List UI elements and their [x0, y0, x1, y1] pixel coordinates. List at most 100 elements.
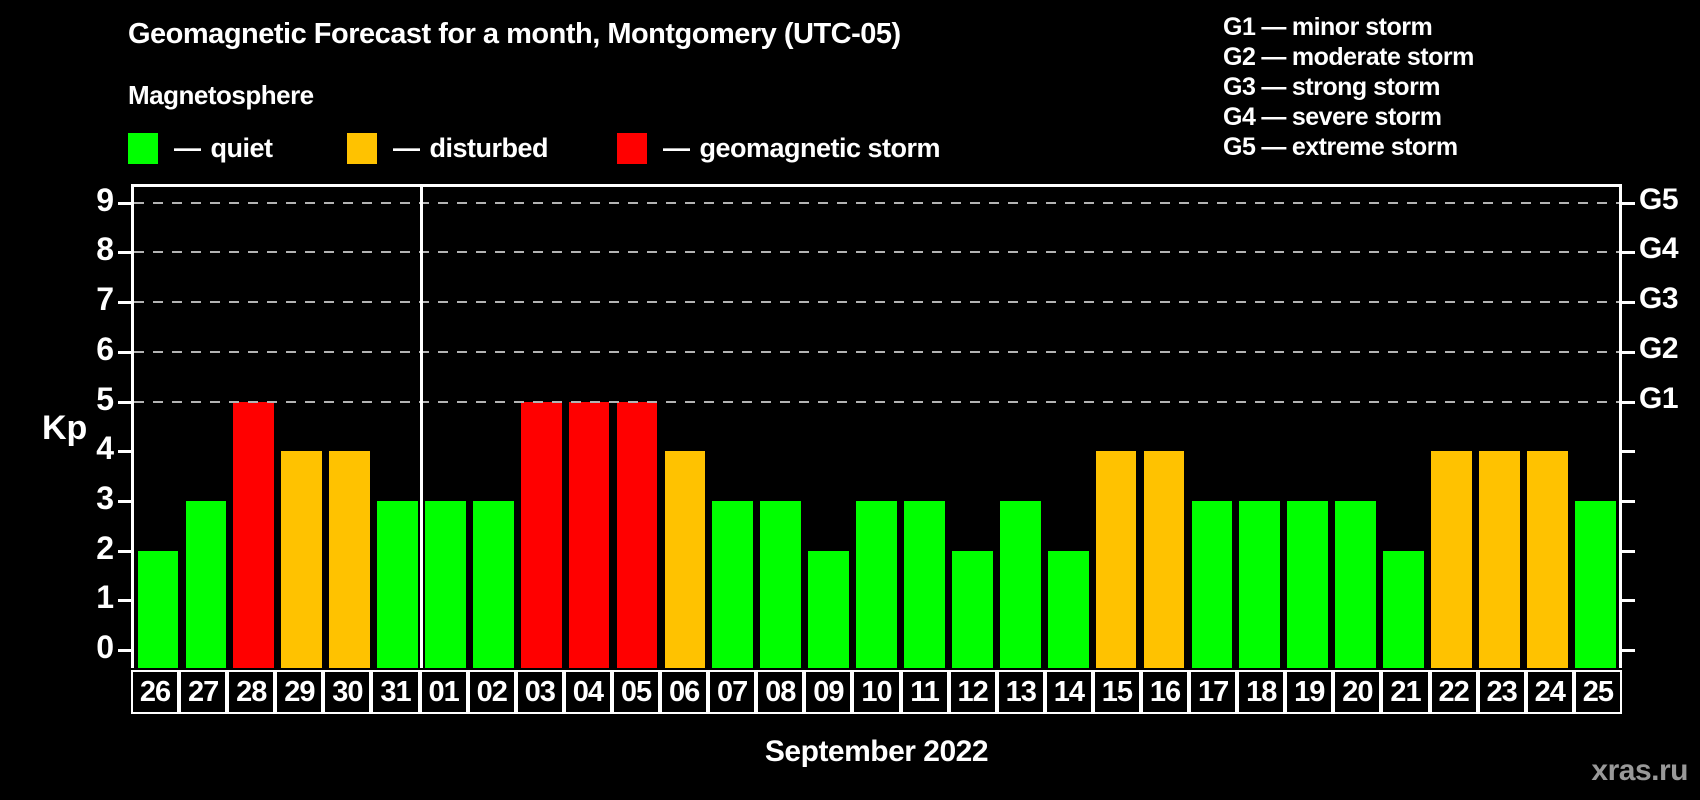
bars-container — [134, 187, 1619, 668]
month-divider-line — [420, 187, 424, 668]
x-axis-day-label-26: 26 — [131, 670, 180, 714]
y-axis-label-3: 3 — [96, 479, 114, 516]
kp-bar-day-03 — [520, 401, 562, 668]
bar-slot-06 — [661, 187, 709, 668]
kp-bar-day-27 — [185, 500, 227, 668]
bar-slot-23 — [1475, 187, 1523, 668]
bar-slot-22 — [1427, 187, 1475, 668]
kp-bar-day-24 — [1526, 451, 1568, 668]
x-axis-title: September 2022 — [764, 735, 989, 768]
kp-bar-chart-plot-area: Kp 26 27 28 29 30 31 01 02 03 04 05 06 07 08 09 10 11 12 1… — [42, 182, 1679, 768]
chart-title: Geomagnetic Forecast for a month, Montgo… — [128, 18, 901, 50]
kp-bar-day-02 — [472, 500, 514, 668]
x-axis-day-label-14: 14 — [1044, 670, 1093, 714]
y-axis-tick — [118, 499, 131, 503]
y-axis-tick — [118, 350, 131, 354]
x-axis-day-labels-row: 26 27 28 29 30 31 01 02 03 04 05 06 07 08 09 10 11 12 13 14… — [131, 670, 1622, 714]
x-axis-day-label-19: 19 — [1285, 670, 1334, 714]
bar-slot-28 — [230, 187, 278, 668]
bar-slot-03 — [517, 187, 565, 668]
bar-slot-02 — [469, 187, 517, 668]
bar-slot-16 — [1140, 187, 1188, 668]
kp-bar-day-11 — [904, 500, 945, 668]
right-axis-tick — [1622, 350, 1635, 354]
x-axis-day-label-21: 21 — [1381, 670, 1430, 714]
y-axis-label-5: 5 — [96, 380, 114, 417]
bar-slot-08 — [757, 187, 805, 668]
y-axis-label-8: 8 — [96, 231, 114, 268]
magnetosphere-label: Magnetosphere — [128, 80, 314, 110]
right-axis-label-g1: G1 — [1639, 381, 1679, 415]
kp-bar-day-23 — [1478, 451, 1520, 668]
y-axis-tick — [118, 450, 131, 454]
x-axis-day-label-11: 11 — [900, 670, 949, 714]
gridline-kp8 — [134, 251, 1619, 254]
legend-label-quiet: quiet — [210, 133, 274, 163]
kp-bar-day-13 — [999, 500, 1041, 668]
x-axis-day-label-18: 18 — [1237, 670, 1286, 714]
x-axis-day-label-13: 13 — [996, 670, 1045, 714]
bar-slot-11 — [901, 187, 949, 668]
x-axis-day-label-08: 08 — [756, 670, 805, 714]
x-axis-day-label-05: 05 — [611, 670, 661, 714]
x-axis-day-label-10: 10 — [852, 670, 901, 714]
x-axis-day-label-06: 06 — [660, 670, 709, 714]
bar-slot-12 — [948, 187, 996, 668]
kp-bar-day-22 — [1431, 451, 1472, 668]
bar-slot-07 — [709, 187, 757, 668]
kp-bar-day-08 — [760, 500, 802, 668]
legend-separator: — — [393, 133, 420, 163]
bar-slot-10 — [853, 187, 901, 668]
storm-scale-item-g5: G5— extreme storm — [1223, 133, 1458, 161]
bar-slot-01 — [421, 187, 469, 668]
bar-slot-21 — [1380, 187, 1428, 668]
bar-slot-04 — [565, 187, 613, 668]
bar-slot-20 — [1332, 187, 1380, 668]
right-axis-tick — [1622, 201, 1635, 205]
bar-slot-13 — [996, 187, 1044, 668]
bar-slot-27 — [182, 187, 230, 668]
bar-slot-30 — [326, 187, 374, 668]
right-axis-label-g3: G3 — [1639, 282, 1679, 316]
y-axis-tick — [118, 599, 131, 603]
gridline-kp9 — [134, 201, 1619, 204]
x-axis-day-label-31: 31 — [371, 670, 420, 714]
y-axis-title: Kp — [42, 409, 88, 447]
y-axis-tick — [118, 400, 131, 404]
y-axis-tick — [118, 549, 131, 553]
y-axis-label-1: 1 — [96, 579, 114, 616]
x-axis-day-label-01: 01 — [419, 670, 468, 714]
kp-bar-day-01 — [425, 500, 466, 668]
legend-item-quiet: — quiet — [128, 133, 273, 164]
kp-bar-day-25 — [1574, 500, 1616, 668]
bar-slot-14 — [1044, 187, 1092, 668]
y-axis-label-2: 2 — [96, 529, 114, 566]
kp-bar-day-31 — [377, 500, 418, 668]
right-axis-label-g4: G4 — [1639, 232, 1679, 266]
kp-bar-day-16 — [1143, 451, 1185, 668]
y-axis-label-9: 9 — [96, 181, 114, 218]
legend-separator: — — [174, 133, 201, 163]
right-axis-tick — [1622, 251, 1635, 255]
y-axis-label-6: 6 — [96, 330, 114, 367]
bar-slot-25 — [1571, 187, 1619, 668]
kp-bar-day-04 — [568, 401, 610, 668]
storm-scale-item-g1: G1— minor storm — [1223, 13, 1433, 41]
kp-bar-day-30 — [329, 451, 370, 668]
right-axis-tick — [1622, 301, 1635, 305]
right-axis-tick — [1622, 599, 1635, 603]
right-axis-tick — [1622, 649, 1635, 652]
x-axis-day-label-28: 28 — [227, 670, 276, 714]
quiet-color-swatch — [128, 133, 158, 164]
right-axis-tick — [1622, 499, 1635, 503]
kp-bar-day-06 — [664, 451, 706, 668]
kp-bar-day-19 — [1287, 500, 1329, 668]
kp-bar-day-26 — [137, 550, 179, 668]
kp-bar-day-09 — [808, 550, 849, 668]
storm-scale-item-g2: G2— moderate storm — [1223, 43, 1474, 71]
y-axis-tick — [118, 649, 131, 652]
storm-scale-legend: G1— minor storm G2— moderate storm G3— stro… — [1223, 12, 1474, 162]
legend-item-disturbed: — disturbed — [347, 133, 549, 164]
kp-bar-day-18 — [1239, 500, 1281, 668]
